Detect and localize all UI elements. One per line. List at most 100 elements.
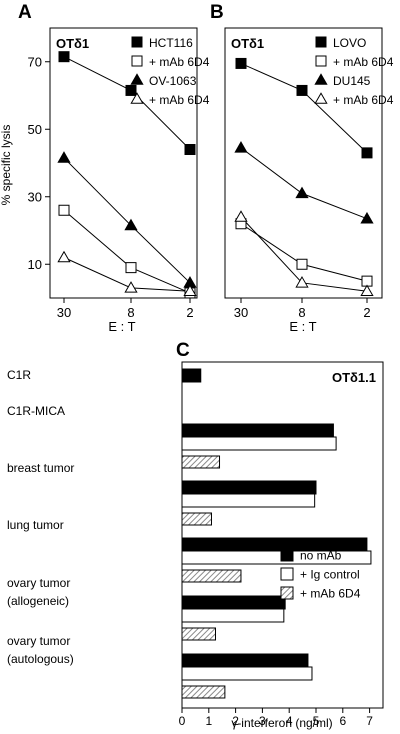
category-label-ovary-tumor-allogeneic-2: (allogeneic) [7,594,69,608]
panel-b-ticks: 30 8 2 [234,298,371,320]
panel-c-x-tick-label-5: 5 [313,714,320,728]
panel-a-x-tick-label-8: 8 [127,305,134,320]
panel-c-x-tick-label-4: 4 [286,714,293,728]
panel-a-series-1-point-30 [58,51,70,63]
panel-b-series-3-point-2 [360,211,374,224]
panel-a-series-2-line [63,209,191,294]
panel-a-series-2-point-30 [58,204,70,216]
panel-c-legend-label-ig-control: + Ig control [300,568,360,582]
category-label-c1r-mica-1: C1R-MICA [7,404,65,418]
panel-b-legend: LOVO + mAb 6D4 DU145 + mAb 6D4 [314,36,394,107]
panel-c-ticks: 0 1 2 3 4 5 6 7 [179,708,373,728]
bar-ovary-tumor-allogeneic-mab-6d4 [181,627,216,641]
panel-b-legend-marker-2 [315,55,327,67]
panel-c-x-tick-label-0: 0 [179,714,186,728]
panel-b-legend-label-3: DU145 [333,74,371,88]
panel-c-category-labels: C1R C1R-MICA breast tumor lung tumor ovary t… [7,368,74,666]
panel-c-legend: no mAb + Ig control + mAb 6D4 [280,548,361,601]
panel-c-inset-title: OTδ1.1 [332,370,376,385]
panel-a-legend-label-4: + mAb 6D4 [149,93,210,107]
panel-c-legend-swatch-mab-6d4 [280,586,294,600]
panel-b-letter: B [210,2,224,23]
panel-a-letter: A [18,2,32,23]
panel-a-x-axis-label: E : T [108,319,135,334]
panel-b-legend-label-1: LOVO [333,36,366,50]
category-label-c1r-1: C1R [7,368,31,382]
panel-b-x-axis-label: E : T [289,319,316,334]
panel-a-series-4-point-2 [183,284,197,296]
panel-a-inset-title: OTδ1 [56,36,89,51]
panel-b-frame [224,27,383,299]
bar-c1r-mica-mab-6d4 [181,455,221,469]
panel-b-series-4-point-2 [360,284,374,296]
panel-a-legend-marker-3 [130,73,144,85]
panel-a-legend-label-3: OV-1063 [149,74,197,88]
y-axis-label: % specific lysis [0,125,13,206]
bar-c1r-mica-no-mab [181,423,334,438]
panel-b-series-3-point-8 [295,186,309,199]
panel-b-series-2-point-8 [296,258,308,270]
category-label-lung-tumor-1: lung tumor [7,518,64,532]
panel-c-x-tick-label-2: 2 [232,714,239,728]
panel-a-legend: HCT116 + mAb 6D4 OV-1063 + mAb 6D4 [130,36,210,107]
panel-b-legend-marker-3 [314,73,328,85]
panel-a-series-2-point-8 [125,262,137,274]
panel-a-x-tick-label-30: 30 [57,305,71,320]
panel-c-legend-swatch-ig-control [280,567,294,581]
panel-b-series-3-point-30 [234,141,248,153]
panel-a-x-tick-label-2: 2 [186,305,193,320]
panel-a-ticks: 30 8 2 10 30 50 70 [28,54,194,320]
panel-c-x-tick-label-1: 1 [205,714,212,728]
panel-c-x-tick-label-3: 3 [259,714,266,728]
panel-b-legend-label-2: + mAb 6D4 [333,55,394,69]
bar-ovary-tumor-autologous-mab-6d4 [181,685,226,699]
panel-c-frame [181,361,384,709]
panel-a-frame [49,27,198,299]
bar-breast-tumor-ig-control [181,493,316,508]
panel-a-series-4-point-30 [57,250,71,263]
category-label-ovary-tumor-allogeneic-1: ovary tumor [7,576,70,590]
bar-ovary-tumor-allogeneic-no-mab [181,595,286,610]
panel-a-series-3-point-8 [124,218,138,231]
panel-b-series-4-point-8 [295,276,309,288]
panel-a-legend-marker-2 [131,55,143,67]
panel-a-series-1-point-2 [184,144,196,155]
panel-a-series-4-point-8 [124,281,138,293]
panel-b-x-tick-label-8: 8 [298,305,305,320]
panel-b-series-4-point-30 [234,210,248,222]
panel-c-x-tick-label-7: 7 [366,714,373,728]
bar-ovary-tumor-autologous-ig-control [181,666,313,681]
bar-breast-tumor-no-mab [181,480,317,495]
panel-b-inset-title: OTδ1 [231,36,264,51]
bar-lung-tumor-mab-6d4 [181,569,242,583]
panel-c-x-axis-label: γ-interferon (ng/ml) [231,716,332,730]
category-label-ovary-tumor-autologous-1: ovary tumor [7,634,70,648]
panel-a-legend-label-2: + mAb 6D4 [149,55,210,69]
panel-b: B E : T 30 8 2 OTδ1 LOVO + mAb 6D4 DU145 + mA… [210,2,394,334]
bar-breast-tumor-mab-6d4 [181,512,212,526]
panel-b-x-tick-label-30: 30 [234,305,248,320]
panel-a-series-3-point-30 [57,151,71,163]
panel-b-series-1-point-8 [296,84,308,96]
category-label-breast-tumor-1: breast tumor [7,461,74,475]
panel-a-data-points [57,51,197,299]
category-label-ovary-tumor-autologous-2: (autologous) [7,652,74,666]
panel-a-legend-marker-1 [131,36,143,48]
panel-a-legend-label-1: HCT116 [149,36,193,50]
panel-a-y-tick-label-70: 70 [28,54,42,69]
panel-c-legend-swatch-no-mab [280,548,294,562]
panel-c-x-tick-label-6: 6 [339,714,346,728]
panel-b-data-points [234,57,374,296]
panel-b-series-1-point-30 [235,57,247,69]
bar-ovary-tumor-allogeneic-ig-control [181,608,285,623]
panel-a-legend-marker-4 [130,92,144,104]
panel-c-bars [181,368,372,699]
panel-b-legend-marker-1 [315,36,327,48]
panel-a-y-tick-label-10: 10 [28,257,42,272]
panel-b-series-3-line [240,147,368,220]
panel-b-legend-marker-4 [314,92,328,104]
panel-a-y-tick-label-30: 30 [28,189,42,204]
panel-a: A % specific lysis E : T 30 8 2 10 30 50 70 OT… [0,2,210,334]
panel-c: C C1R C1R-MICA breast tumor lung tumor ovary… [7,340,384,730]
